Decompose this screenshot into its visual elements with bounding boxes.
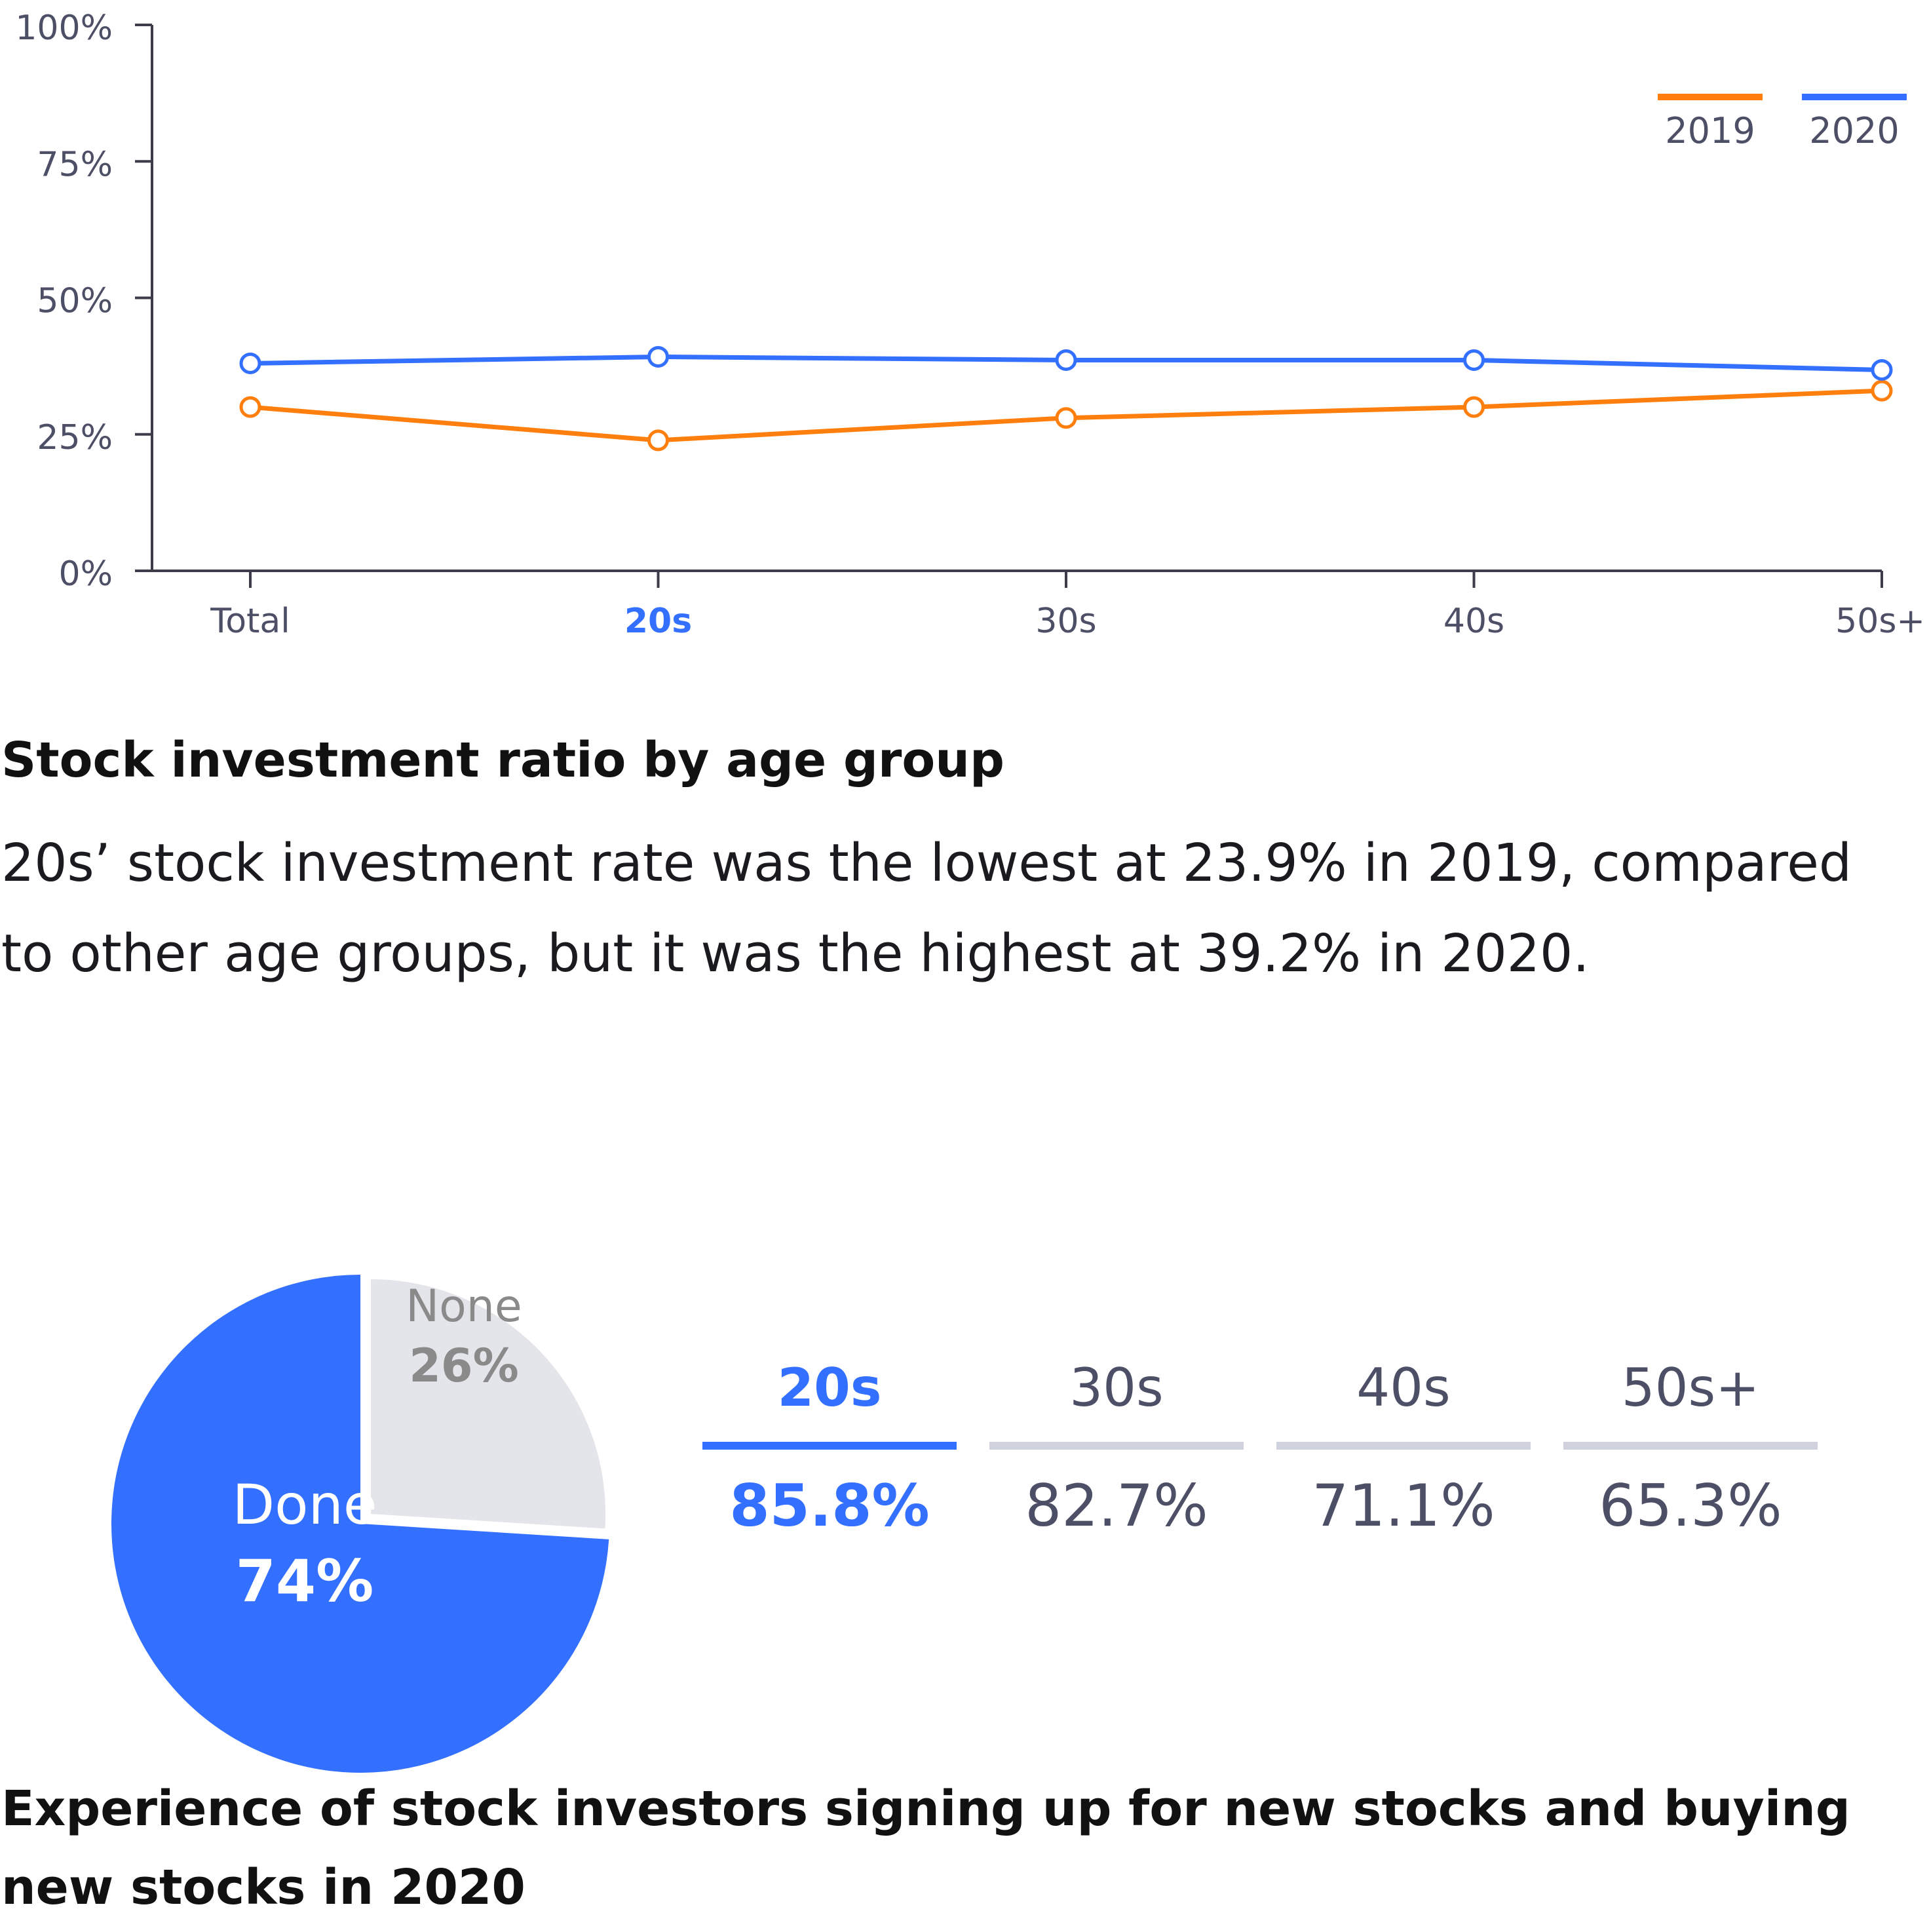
stats-column-header: 30s xyxy=(1069,1357,1163,1418)
line-chart: 100%75%50%25%0% Total 20s 30s 40s 50s+ 2019 2… xyxy=(15,9,1925,641)
stats-column-value: 71.1% xyxy=(1312,1472,1495,1539)
stats-column-bar xyxy=(989,1442,1244,1450)
stats-column-bar xyxy=(1563,1442,1818,1450)
x-axis-ticks: Total 20s 30s 40s 50s+ xyxy=(210,571,1925,641)
stats-column-header: 40s xyxy=(1356,1357,1450,1418)
age-stats-table: 20s 85.8% 30s 82.7% 40s 71.1% 50s+ 65.3% xyxy=(702,1357,1818,1539)
data-point-2020 xyxy=(1871,358,1893,381)
pie-slice-done xyxy=(111,1275,609,1773)
y-tick-label: 75% xyxy=(37,145,113,184)
stats-column-value: 85.8% xyxy=(729,1472,929,1539)
data-point-2019 xyxy=(1463,396,1485,418)
data-point-2019 xyxy=(239,396,261,418)
stats-column-header: 50s+ xyxy=(1622,1357,1760,1418)
pie-slice-name: None xyxy=(406,1281,522,1332)
y-axis-ticks: 100% 75% 50% 25% 0% xyxy=(15,9,152,594)
x-tick-label: 20s xyxy=(624,602,692,641)
pie-chart: Done 74% None 26% 20s 85.8% 30s 82.7% 40s 71.1% 5… xyxy=(111,1275,1818,1773)
pie-slice-value: 74% xyxy=(236,1547,374,1615)
chart-description: 20s’ stock investment rate was the lowes… xyxy=(1,833,1852,984)
data-point-2020 xyxy=(1463,349,1485,371)
x-tick-label: 30s xyxy=(1035,602,1096,641)
series-lines xyxy=(239,345,1893,452)
stats-column-header: 20s xyxy=(778,1357,882,1418)
y-tick-label: 50% xyxy=(37,282,113,321)
x-tick-label: Total xyxy=(210,602,290,641)
data-point-2019 xyxy=(647,429,669,452)
legend-label: 2020 xyxy=(1809,110,1899,151)
chart-legend: 2019 2020 xyxy=(1658,94,1907,151)
data-point-2020 xyxy=(239,352,261,374)
y-tick-label: 0% xyxy=(59,554,113,594)
stats-column-value: 65.3% xyxy=(1599,1472,1782,1539)
pie-slice-value: 26% xyxy=(409,1339,519,1393)
pie-slice-name: Done xyxy=(233,1473,377,1537)
chart-title-line: Stock investment ratio by age group xyxy=(1,732,1004,788)
x-tick-label: 50s+ xyxy=(1835,602,1925,641)
stats-column-bar xyxy=(702,1442,957,1450)
data-point-2020 xyxy=(1055,349,1077,371)
y-tick-label: 100% xyxy=(15,9,113,48)
stats-column-value: 82.7% xyxy=(1025,1472,1208,1539)
data-point-2019 xyxy=(1055,407,1077,429)
data-point-2020 xyxy=(647,345,669,368)
data-point-2019 xyxy=(1871,379,1893,402)
y-tick-label: 25% xyxy=(37,418,113,457)
legend-label: 2019 xyxy=(1665,110,1755,151)
pie-chart-title: Experience of stock investors signing up… xyxy=(1,1781,1850,1916)
x-tick-label: 40s xyxy=(1443,602,1504,641)
stats-column-bar xyxy=(1276,1442,1531,1450)
pie-slice-none xyxy=(371,1279,606,1529)
